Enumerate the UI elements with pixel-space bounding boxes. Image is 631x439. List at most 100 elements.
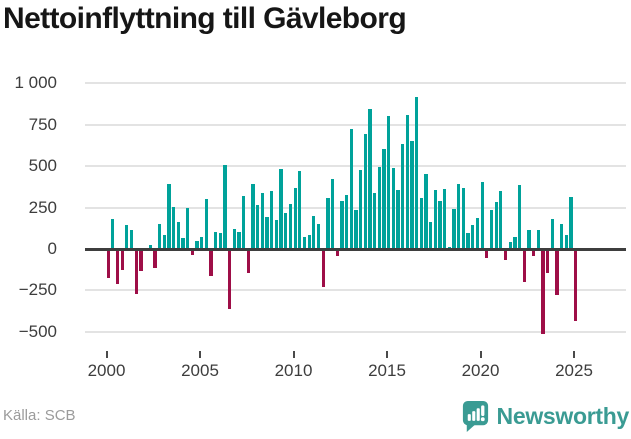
- source-note: Källa: SCB: [3, 407, 76, 424]
- bar-2001Q2: [129, 229, 134, 249]
- bar-2003Q4: [176, 221, 180, 249]
- bar-2013Q1: [349, 128, 353, 249]
- bar-2004Q1: [181, 238, 185, 249]
- bar-2021Q3: [508, 242, 512, 249]
- x-axis-label: 2005: [181, 361, 219, 380]
- bar-2009Q1: [274, 220, 279, 249]
- gridline--500: [85, 330, 626, 333]
- bar-2019Q1: [461, 187, 466, 249]
- bar-2019Q2: [466, 233, 470, 249]
- bar-2005Q2: [204, 199, 208, 249]
- bar-2015Q4: [401, 143, 405, 249]
- bar-2005Q1: [200, 236, 204, 249]
- bar-2013Q3: [358, 170, 363, 249]
- bar-2010Q2: [298, 171, 302, 249]
- gridline-500: [85, 165, 626, 168]
- bar-2018Q3: [452, 209, 456, 249]
- bar-2001Q3: [134, 249, 138, 294]
- gridline-1000: [85, 82, 626, 85]
- bar-2008Q4: [270, 191, 274, 249]
- bar-2017Q2: [429, 221, 433, 249]
- bar-2016Q2: [410, 141, 414, 249]
- bar-2020Q4: [494, 201, 498, 249]
- bar-2024Q2: [559, 224, 564, 249]
- bar-2021Q1: [499, 191, 503, 249]
- x-axis-label: 2020: [461, 361, 500, 380]
- bar-2000Q4: [120, 249, 124, 270]
- bar-2006Q4: [232, 229, 237, 249]
- bar-2011Q3: [321, 249, 325, 288]
- bar-2006Q1: [218, 233, 222, 249]
- y-axis-label: 0: [47, 239, 57, 258]
- bar-2011Q4: [326, 198, 330, 249]
- bar-2009Q4: [288, 204, 293, 249]
- bar-2022Q3: [527, 229, 531, 249]
- bar-2016Q3: [415, 97, 419, 249]
- bar-2016Q1: [405, 114, 409, 249]
- bar-2018Q4: [457, 183, 461, 249]
- bar-2024Q3: [564, 234, 568, 249]
- bar-2013Q2: [354, 210, 358, 249]
- bar-2004Q4: [195, 240, 199, 249]
- bar-2004Q2: [185, 207, 190, 249]
- bar-2000Q1: [106, 249, 110, 278]
- bar-2005Q4: [214, 231, 218, 249]
- bar-2023Q2: [541, 249, 545, 334]
- y-axis-label: −500: [18, 321, 57, 341]
- gridline-750: [85, 123, 626, 126]
- bar-2024Q1: [555, 249, 559, 295]
- y-axis-label: 250: [28, 197, 57, 217]
- bar-2004Q3: [190, 249, 194, 255]
- y-axis-label: 500: [28, 156, 57, 176]
- bar-2011Q1: [312, 215, 316, 249]
- bar-2003Q3: [171, 206, 176, 249]
- bar-2020Q3: [489, 210, 494, 249]
- bar-2018Q2: [447, 246, 452, 249]
- x-tick-2010: [292, 351, 295, 358]
- bar-2014Q2: [372, 192, 377, 249]
- bar-2013Q4: [363, 133, 367, 249]
- gridline--250: [85, 289, 626, 292]
- bar-2012Q3: [340, 200, 344, 249]
- bar-2021Q2: [503, 249, 508, 260]
- bar-2011Q2: [316, 224, 321, 249]
- bar-2010Q3: [302, 237, 307, 249]
- bar-2010Q4: [307, 234, 311, 249]
- x-axis-label: 2010: [274, 361, 313, 380]
- bar-2020Q1: [480, 181, 484, 249]
- bar-2012Q2: [335, 249, 339, 257]
- bar-2017Q1: [424, 174, 428, 249]
- x-tick-2025: [573, 351, 575, 358]
- y-axis-label: 1 000: [14, 73, 57, 93]
- bar-2006Q3: [228, 249, 232, 310]
- bar-2019Q3: [471, 224, 475, 249]
- x-axis-zero-line: [85, 248, 626, 251]
- bar-2007Q3: [246, 249, 251, 274]
- bar-2019Q4: [475, 218, 480, 249]
- x-axis-label: 2015: [368, 361, 406, 380]
- bar-2023Q4: [550, 219, 554, 249]
- page-title: Nettoinflyttning till Gävleborg: [3, 2, 407, 35]
- x-tick-2005: [199, 351, 201, 358]
- bar-2022Q1: [517, 185, 522, 249]
- bar-2021Q4: [513, 237, 517, 249]
- x-tick-2000: [105, 351, 108, 358]
- bar-2007Q2: [242, 195, 246, 249]
- bar-2016Q4: [419, 198, 424, 249]
- bar-2020Q2: [485, 249, 489, 259]
- bar-2008Q3: [265, 216, 269, 249]
- bar-2012Q4: [344, 195, 349, 249]
- bar-2002Q2: [148, 244, 152, 249]
- brand-name: Newsworthy: [496, 402, 630, 429]
- y-axis-label: 750: [28, 114, 57, 134]
- bar-2002Q4: [157, 224, 162, 249]
- bar-2012Q1: [330, 179, 335, 249]
- bar-2015Q2: [391, 167, 395, 249]
- newsworthy-logo: Newsworthy: [460, 398, 629, 434]
- x-tick-2020: [479, 351, 482, 358]
- bar-2009Q3: [284, 212, 288, 249]
- bar-2014Q3: [377, 166, 381, 249]
- bar-2008Q2: [260, 193, 265, 249]
